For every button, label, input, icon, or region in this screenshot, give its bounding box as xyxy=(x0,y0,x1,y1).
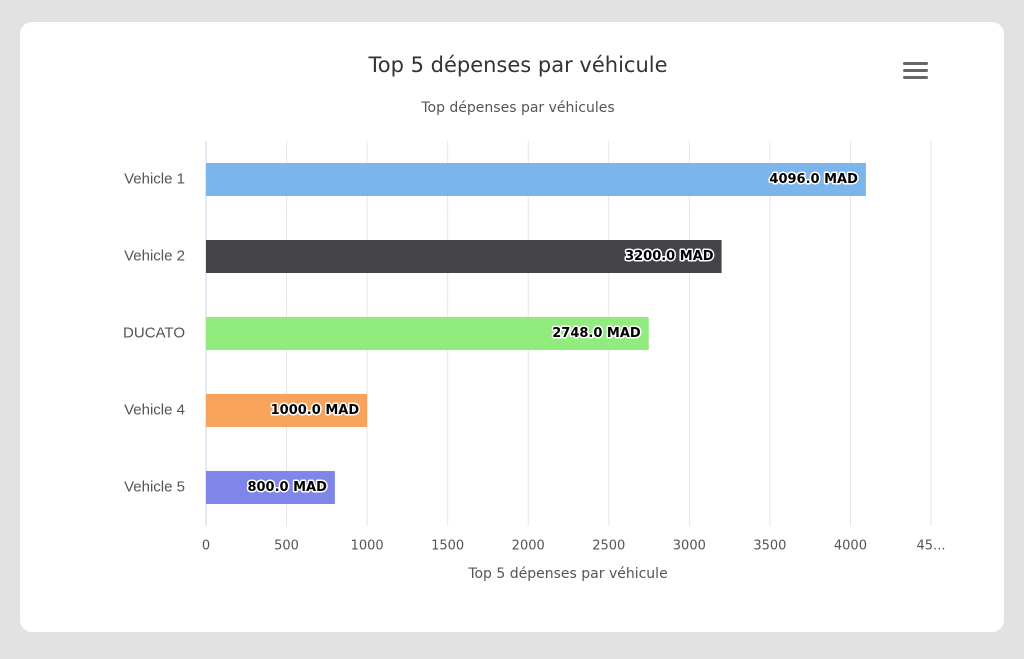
bar xyxy=(206,240,722,273)
value-label: 1000.0 MAD xyxy=(271,403,360,418)
x-tick-label: 1500 xyxy=(431,539,464,554)
x-tick-label: 2000 xyxy=(512,539,545,554)
bar xyxy=(206,163,866,196)
x-tick-label: 3500 xyxy=(753,539,786,554)
chart-subtitle: Top dépenses par véhicules xyxy=(420,100,614,116)
value-label: 2748.0 MAD xyxy=(552,326,641,341)
y-tick-label: DUCATO xyxy=(123,324,185,341)
bar xyxy=(206,394,368,427)
x-axis-title: Top 5 dépenses par véhicule xyxy=(467,566,667,582)
x-tick-label: 0 xyxy=(202,539,210,554)
y-tick-label: Vehicle 4 xyxy=(124,401,185,418)
menu-button[interactable] xyxy=(903,62,928,79)
x-tick-label: 500 xyxy=(274,539,299,554)
x-tick-label: 3000 xyxy=(673,539,706,554)
chart-title: Top 5 dépenses par véhicule xyxy=(367,53,667,77)
y-tick-label: Vehicle 1 xyxy=(124,170,185,187)
y-tick-label: Vehicle 5 xyxy=(124,478,185,495)
menu-bar xyxy=(903,76,928,79)
value-label: 3200.0 MAD xyxy=(625,249,714,264)
y-tick-label: Vehicle 2 xyxy=(124,247,185,264)
x-tick-label: 4000 xyxy=(834,539,867,554)
value-label: 800.0 MAD xyxy=(247,480,327,495)
x-tick-label: 45... xyxy=(917,539,946,554)
menu-bar xyxy=(903,62,928,65)
menu-bar xyxy=(903,69,928,72)
bar xyxy=(206,471,335,504)
x-tick-label: 1000 xyxy=(351,539,384,554)
value-label: 4096.0 MAD xyxy=(769,172,858,187)
bar xyxy=(206,317,649,350)
x-tick-label: 2500 xyxy=(592,539,625,554)
